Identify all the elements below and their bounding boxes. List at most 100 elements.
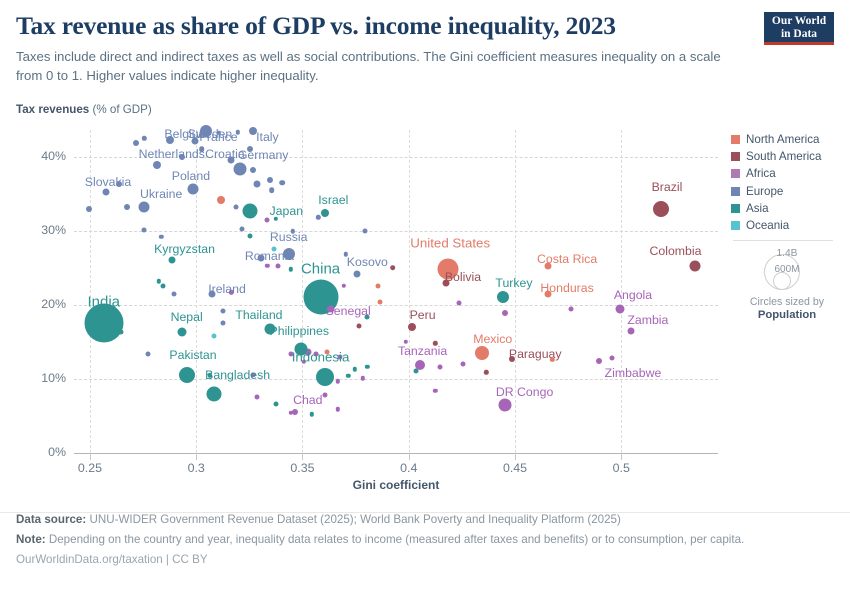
data-point-senegal[interactable] xyxy=(327,305,335,313)
data-point[interactable] xyxy=(233,204,239,210)
data-point[interactable] xyxy=(352,367,357,372)
data-point[interactable] xyxy=(502,309,509,316)
data-point-belgium[interactable] xyxy=(165,136,174,145)
legend-item-north-america[interactable]: North America xyxy=(731,131,843,148)
data-point[interactable] xyxy=(288,351,294,357)
data-point[interactable] xyxy=(220,320,226,326)
data-point-slovakia[interactable] xyxy=(102,188,110,196)
data-point[interactable] xyxy=(288,267,293,272)
data-point[interactable] xyxy=(550,357,555,362)
data-point-france[interactable] xyxy=(199,125,212,138)
data-point-india[interactable] xyxy=(84,303,124,343)
data-point[interactable] xyxy=(460,361,466,367)
data-point-ireland[interactable] xyxy=(208,290,216,298)
data-point[interactable] xyxy=(360,375,366,381)
data-point[interactable] xyxy=(335,378,340,384)
data-point[interactable] xyxy=(85,205,92,212)
data-point[interactable] xyxy=(403,339,408,345)
footer-link[interactable]: OurWorldinData.org/taxation | CC BY xyxy=(16,553,208,566)
data-point[interactable] xyxy=(609,355,615,361)
data-point[interactable] xyxy=(456,300,462,306)
data-point-brazil[interactable] xyxy=(652,201,669,218)
data-point-sweden[interactable] xyxy=(191,137,199,145)
data-point[interactable] xyxy=(198,146,205,153)
data-point[interactable] xyxy=(568,306,574,312)
data-point[interactable] xyxy=(249,167,256,173)
continent-legend[interactable]: North America South America Africa Europe As… xyxy=(731,131,843,234)
data-point[interactable] xyxy=(275,263,281,269)
data-point-united-states[interactable] xyxy=(437,258,459,280)
data-point-romania[interactable] xyxy=(257,254,265,262)
data-point-kyrgyzstan[interactable] xyxy=(168,256,176,264)
data-point[interactable] xyxy=(268,187,275,193)
data-point-zambia[interactable] xyxy=(627,327,635,335)
data-point[interactable] xyxy=(132,140,139,147)
data-point[interactable] xyxy=(211,333,217,339)
data-point[interactable] xyxy=(118,329,124,335)
data-point[interactable] xyxy=(266,177,273,184)
data-point[interactable] xyxy=(235,130,240,135)
data-point-netherlands[interactable] xyxy=(152,160,161,169)
data-point-mexico[interactable] xyxy=(475,345,490,360)
data-point[interactable] xyxy=(365,364,370,370)
data-point[interactable] xyxy=(390,264,396,271)
data-point[interactable] xyxy=(216,195,225,204)
data-point[interactable] xyxy=(324,349,330,355)
legend-item-oceania[interactable]: Oceania xyxy=(731,217,843,234)
data-point[interactable] xyxy=(273,216,279,222)
data-point[interactable] xyxy=(156,278,162,284)
data-point[interactable] xyxy=(145,351,151,357)
data-point-honduras[interactable] xyxy=(544,290,552,298)
data-point-turkey[interactable] xyxy=(497,291,510,304)
data-point[interactable] xyxy=(362,228,368,234)
data-point[interactable] xyxy=(279,179,286,186)
data-point[interactable] xyxy=(484,370,489,375)
data-point[interactable] xyxy=(250,372,256,378)
data-point-kosovo[interactable] xyxy=(353,270,361,278)
data-point[interactable] xyxy=(160,283,166,289)
data-point-ukraine[interactable] xyxy=(138,201,150,213)
data-point[interactable] xyxy=(207,373,213,378)
data-point-poland[interactable] xyxy=(187,183,199,195)
data-point-chad[interactable] xyxy=(292,408,299,415)
data-point-angola[interactable] xyxy=(615,304,625,314)
data-point[interactable] xyxy=(316,215,321,220)
data-point[interactable] xyxy=(124,204,131,211)
data-point[interactable] xyxy=(290,229,296,234)
data-point[interactable] xyxy=(247,233,253,239)
data-point[interactable] xyxy=(239,226,245,232)
data-point[interactable] xyxy=(433,341,438,346)
data-point-peru[interactable] xyxy=(407,323,416,332)
data-point[interactable] xyxy=(433,388,438,393)
data-point[interactable] xyxy=(179,154,186,161)
data-point[interactable] xyxy=(413,368,419,374)
data-point[interactable] xyxy=(304,348,312,356)
data-point[interactable] xyxy=(343,252,349,257)
data-point-colombia[interactable] xyxy=(689,260,701,272)
data-point[interactable] xyxy=(288,410,293,416)
data-point[interactable] xyxy=(141,135,147,141)
legend-item-europe[interactable]: Europe xyxy=(731,183,843,200)
data-point[interactable] xyxy=(229,290,234,295)
data-point-nepal[interactable] xyxy=(177,327,187,336)
data-point[interactable] xyxy=(364,314,370,320)
data-point[interactable] xyxy=(335,407,340,412)
owid-logo[interactable]: Our World in Data xyxy=(764,12,834,45)
legend-item-south-america[interactable]: South America xyxy=(731,148,843,165)
data-point[interactable] xyxy=(264,217,270,223)
data-point[interactable] xyxy=(301,359,306,365)
legend-item-africa[interactable]: Africa xyxy=(731,165,843,182)
data-point-pakistan[interactable] xyxy=(178,367,195,384)
data-point[interactable] xyxy=(375,283,381,289)
data-point[interactable] xyxy=(309,412,315,417)
data-point[interactable] xyxy=(141,227,147,233)
data-point-costa-rica[interactable] xyxy=(544,262,552,270)
data-point[interactable] xyxy=(356,323,362,329)
data-point-germany[interactable] xyxy=(233,162,247,176)
data-point-italy[interactable] xyxy=(248,127,257,136)
data-point-japan[interactable] xyxy=(242,203,258,219)
data-point[interactable] xyxy=(377,299,383,305)
data-point[interactable] xyxy=(437,364,443,370)
data-point-bolivia[interactable] xyxy=(442,279,450,287)
data-point[interactable] xyxy=(271,246,277,252)
